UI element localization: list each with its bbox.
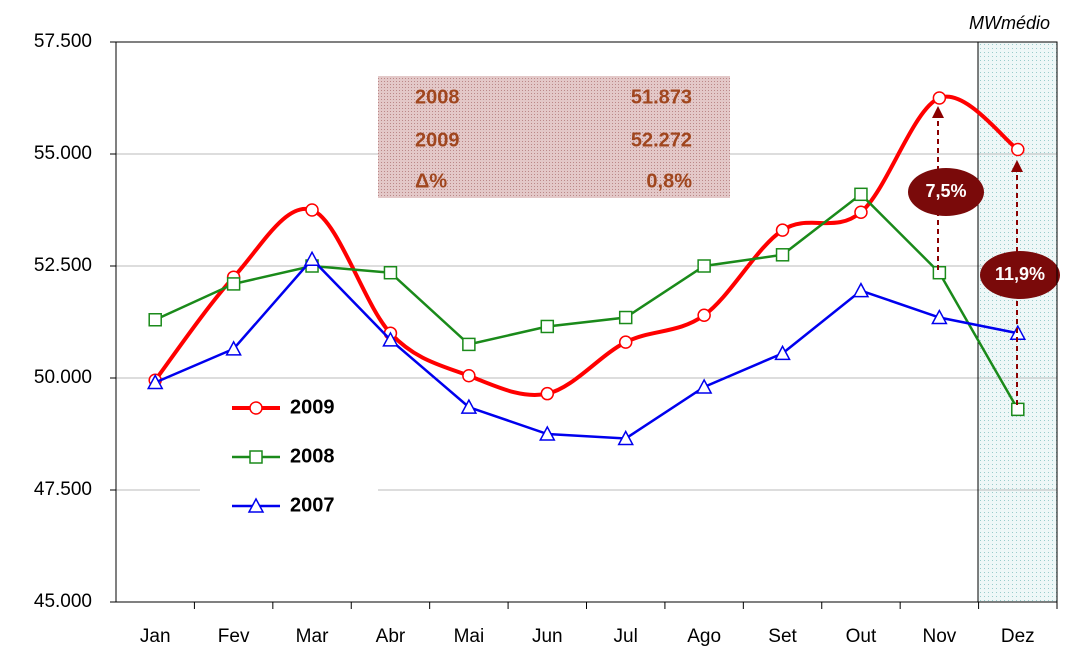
point <box>775 223 790 237</box>
table-cell: 51.873 <box>631 86 692 108</box>
x-tick-label: Jul <box>614 626 638 647</box>
y-tick-label: 50.000 <box>34 367 92 388</box>
legend-bg <box>200 382 378 532</box>
point <box>774 344 791 361</box>
point <box>146 373 164 390</box>
table-cell: 2009 <box>415 129 460 151</box>
point <box>618 310 633 325</box>
table-cell: Δ% <box>415 170 447 192</box>
y-tick-label: 55.000 <box>34 143 92 164</box>
series-line <box>153 94 1020 397</box>
point <box>617 429 634 446</box>
table-cell: 2008 <box>415 86 460 108</box>
legend-label: 2009 <box>290 396 335 418</box>
legend-label: 2008 <box>290 445 335 467</box>
point <box>1011 142 1025 157</box>
x-tick-label: Abr <box>376 626 406 647</box>
point <box>226 277 241 291</box>
point <box>854 205 868 219</box>
point <box>775 248 790 262</box>
y-tick-label: 47.500 <box>34 479 92 500</box>
point <box>852 282 870 298</box>
x-tick-label: Ago <box>687 626 721 647</box>
x-tick-label: Set <box>768 626 797 647</box>
point <box>1011 402 1025 417</box>
point <box>854 187 868 202</box>
point <box>697 308 711 323</box>
point <box>382 331 399 347</box>
x-tick-label: Dez <box>1001 626 1035 647</box>
point <box>932 91 947 105</box>
x-tick-label: Fev <box>218 626 250 647</box>
point <box>303 250 321 267</box>
y-tick-label: 52.500 <box>34 255 92 276</box>
legend-label: 2007 <box>290 494 335 516</box>
point <box>462 337 476 352</box>
point <box>697 259 711 273</box>
point <box>249 450 263 464</box>
point <box>539 425 556 441</box>
point <box>225 340 242 356</box>
point <box>249 401 263 415</box>
annotation-bubble <box>980 251 1060 299</box>
table-cell: 0,8% <box>646 170 692 192</box>
x-tick-label: Out <box>846 626 877 647</box>
point <box>540 386 555 401</box>
x-tick-label: Mai <box>454 626 485 647</box>
annotation: 11,9% <box>995 264 1045 284</box>
annotation-bubble <box>908 168 984 216</box>
series-line <box>154 257 1019 440</box>
x-tick-label: Mar <box>296 626 329 647</box>
point <box>618 335 633 349</box>
point <box>931 308 948 325</box>
point <box>540 319 555 334</box>
annotation: 7,5% <box>925 181 966 201</box>
x-tick-label: Jun <box>532 626 563 647</box>
unit-label: MWmédio <box>969 13 1050 33</box>
x-tick-label: Jan <box>140 626 171 647</box>
point <box>695 378 713 394</box>
point <box>305 203 319 217</box>
x-tick-label: Nov <box>922 626 956 647</box>
point <box>460 398 478 414</box>
point <box>932 265 947 280</box>
table-cell: 52.272 <box>631 129 692 151</box>
summary-box <box>378 76 730 198</box>
y-tick-label: 57.500 <box>34 31 92 52</box>
series-line <box>154 192 1019 410</box>
y-tick-label: 45.000 <box>34 591 92 612</box>
point <box>148 313 162 327</box>
point <box>462 369 476 383</box>
point <box>247 497 265 513</box>
point <box>383 265 398 280</box>
